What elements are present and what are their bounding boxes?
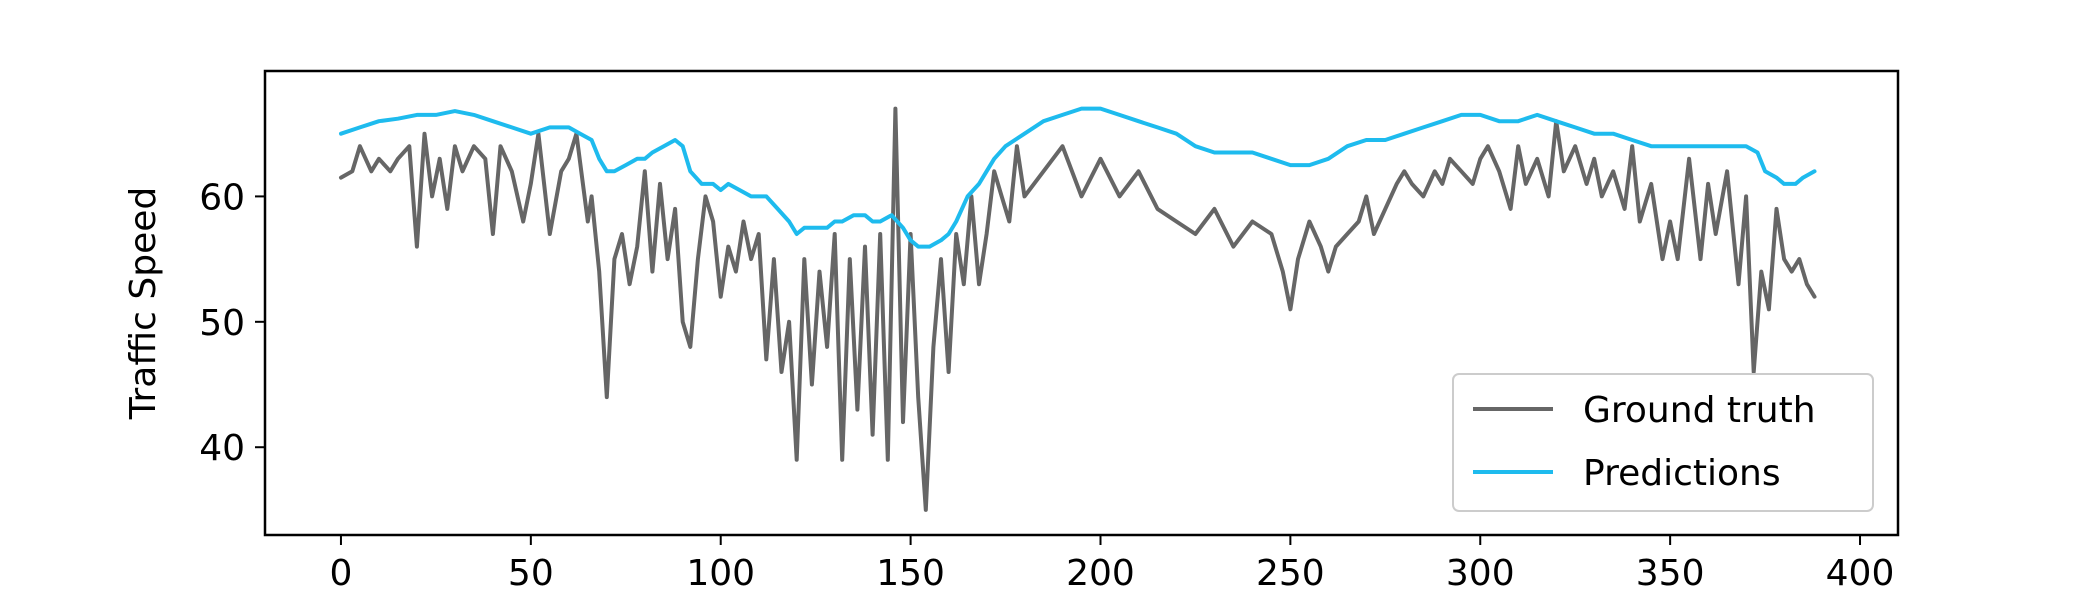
x-tick-label: 100 — [686, 553, 755, 594]
axes: 0 50 100 150 200 250 300 350 400 40 50 60 Traffic Sp… — [123, 69, 1900, 594]
plot-frame — [263, 69, 1900, 537]
legend-label: Predictions — [1583, 453, 1781, 494]
legend-label: Ground truth — [1583, 390, 1816, 431]
x-tick-label: 400 — [1826, 553, 1895, 594]
legend: Ground truth Predictions — [1452, 373, 1874, 512]
x-tick-label: 50 — [508, 553, 554, 594]
legend-box — [1452, 373, 1874, 512]
y-tick-label: 60 — [199, 177, 245, 218]
x-tick-label: 0 — [330, 553, 353, 594]
y-tick-label: 40 — [199, 428, 245, 469]
x-tick-label: 200 — [1066, 553, 1135, 594]
plot-area — [339, 106, 1817, 512]
y-axis-label: Traffic Speed — [123, 187, 164, 420]
x-tick-label: 350 — [1636, 553, 1705, 594]
x-tick-label: 250 — [1256, 553, 1325, 594]
x-tick-label: 150 — [876, 553, 945, 594]
x-tick-label: 300 — [1446, 553, 1515, 594]
y-tick-label: 50 — [199, 303, 245, 344]
series-line-predictions — [339, 106, 1817, 249]
series-line-ground-truth — [339, 106, 1817, 512]
